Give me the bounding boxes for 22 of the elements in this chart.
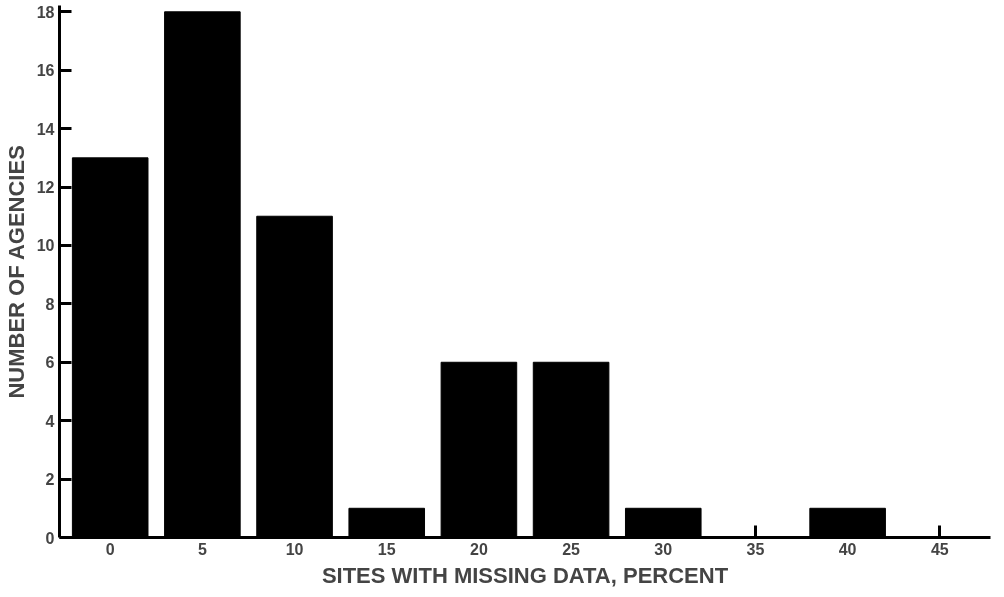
- x-tick-label: 15: [377, 540, 396, 558]
- x-axis-title: SITES WITH MISSING DATA, PERCENT: [321, 562, 729, 588]
- x-tick-label: 40: [838, 540, 857, 558]
- y-tick-label: 10: [36, 237, 55, 255]
- x-tick-label: 0: [105, 540, 115, 558]
- y-tick-label: 4: [45, 412, 55, 430]
- y-tick-label: 6: [45, 354, 55, 372]
- y-tick-label: 8: [45, 295, 55, 313]
- y-tick-label: 18: [36, 3, 55, 21]
- y-tick-label: 2: [45, 471, 55, 489]
- x-tick-label: 45: [930, 540, 949, 558]
- x-tick-label: 25: [562, 540, 581, 558]
- x-tick-label: 5: [197, 540, 207, 558]
- y-tick-label: 16: [36, 62, 55, 80]
- y-tick-label: 0: [45, 529, 55, 547]
- y-tick-label: 12: [36, 179, 55, 197]
- y-tick-label: 14: [36, 120, 55, 138]
- x-tick-label: 30: [654, 540, 673, 558]
- y-axis-title: NUMBER OF AGENCIES: [3, 145, 29, 399]
- x-tick-label: 10: [285, 540, 304, 558]
- x-tick-label: 20: [470, 540, 488, 558]
- x-tick-label: 35: [746, 540, 765, 558]
